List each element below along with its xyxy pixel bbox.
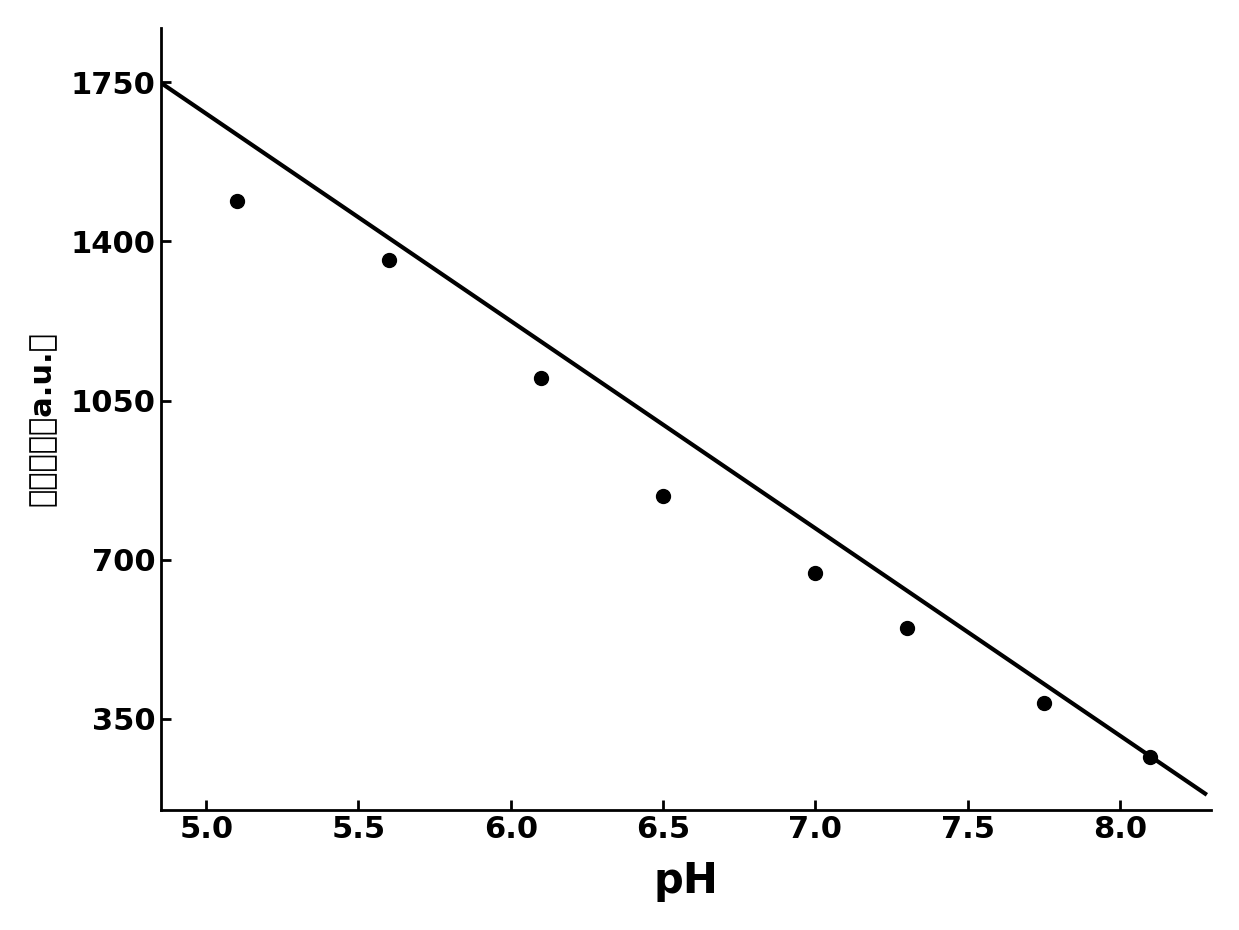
Point bbox=[805, 565, 825, 580]
Point bbox=[227, 193, 247, 208]
Point bbox=[897, 620, 917, 635]
Y-axis label: 荧光强度（a.u.）: 荧光强度（a.u.） bbox=[27, 331, 57, 506]
Point bbox=[532, 370, 551, 385]
Point bbox=[379, 252, 399, 267]
X-axis label: pH: pH bbox=[653, 860, 719, 902]
Point bbox=[653, 488, 673, 503]
Point bbox=[1033, 696, 1053, 711]
Point bbox=[1140, 750, 1160, 764]
